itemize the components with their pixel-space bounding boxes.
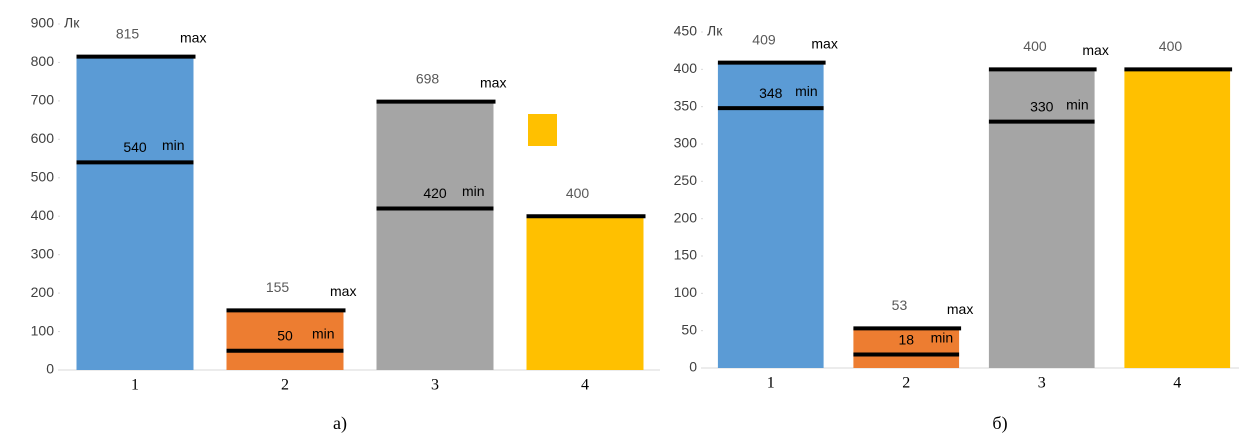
- x-tick-label: 1: [131, 377, 139, 394]
- min-value-label: 540: [123, 139, 147, 155]
- value-label: 155: [266, 279, 290, 295]
- value-label: 400: [1159, 38, 1183, 54]
- value-label: 815: [116, 25, 140, 41]
- y-tick-label: 150: [674, 247, 698, 263]
- y-tick-label: 350: [674, 97, 698, 113]
- max-label: max: [1082, 42, 1108, 58]
- x-tick-label: 1: [767, 375, 775, 392]
- min-value-label: 50: [277, 327, 293, 343]
- y-tick-label: 200: [674, 209, 698, 225]
- y-tick-label: 450: [674, 23, 698, 39]
- y-tick-label: 250: [674, 172, 698, 188]
- min-value-label: 18: [898, 331, 914, 347]
- y-tick-label: 500: [31, 168, 55, 184]
- value-label: 53: [892, 297, 908, 313]
- caption: а): [333, 413, 347, 434]
- x-tick-label: 2: [902, 375, 910, 392]
- max-label: max: [330, 283, 356, 299]
- y-tick-label: 800: [31, 53, 55, 69]
- bar: [853, 328, 960, 368]
- y-tick-label: 900: [31, 15, 55, 31]
- y-tick-label: 700: [31, 92, 55, 108]
- min-label: min: [931, 329, 954, 345]
- y-unit: Лк: [707, 23, 723, 39]
- value-label: 400: [1023, 38, 1047, 54]
- min-label: min: [462, 183, 485, 199]
- y-tick-label: 200: [31, 284, 55, 300]
- min-value-label: 348: [759, 85, 783, 101]
- y-tick-label: 0: [689, 359, 697, 375]
- bar: [226, 310, 344, 370]
- caption: б): [992, 413, 1007, 434]
- max-label: max: [811, 35, 837, 51]
- decoration: [528, 114, 557, 146]
- max-label: max: [180, 29, 206, 45]
- value-label: 409: [752, 31, 776, 47]
- min-label: min: [795, 83, 818, 99]
- bar: [988, 69, 1095, 368]
- bar: [717, 62, 824, 368]
- y-tick-label: 300: [31, 245, 55, 261]
- min-label: min: [1066, 96, 1089, 112]
- y-tick-label: 100: [674, 284, 698, 300]
- max-label: max: [947, 301, 973, 317]
- bar: [376, 101, 494, 370]
- y-unit: Лк: [64, 15, 80, 31]
- y-tick-label: 50: [681, 321, 697, 337]
- max-label: max: [480, 74, 506, 90]
- x-tick-label: 4: [1173, 375, 1181, 392]
- y-tick-label: 100: [31, 322, 55, 338]
- value-label: 400: [566, 185, 590, 201]
- y-tick-label: 400: [674, 60, 698, 76]
- min-value-label: 420: [423, 185, 447, 201]
- x-tick-label: 3: [431, 377, 439, 394]
- y-tick-label: 0: [46, 361, 54, 377]
- min-label: min: [162, 137, 185, 153]
- x-tick-label: 2: [281, 377, 289, 394]
- value-label: 698: [416, 70, 440, 86]
- min-label: min: [312, 325, 335, 341]
- bar: [526, 216, 644, 370]
- min-value-label: 330: [1030, 98, 1054, 114]
- x-tick-label: 4: [581, 377, 589, 394]
- bar: [1124, 69, 1231, 368]
- y-tick-label: 300: [674, 135, 698, 151]
- x-tick-label: 3: [1038, 375, 1046, 392]
- y-tick-label: 600: [31, 130, 55, 146]
- y-tick-label: 400: [31, 207, 55, 223]
- bar: [76, 56, 194, 371]
